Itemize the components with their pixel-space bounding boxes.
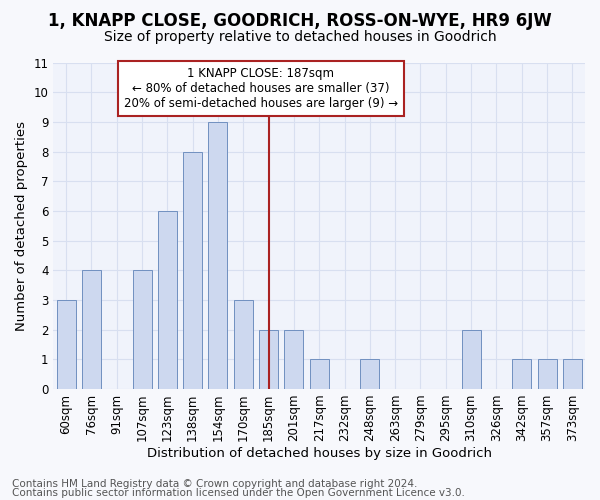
X-axis label: Distribution of detached houses by size in Goodrich: Distribution of detached houses by size … [147, 447, 492, 460]
Bar [259, 330, 278, 389]
Bar [563, 360, 582, 389]
Bar [361, 360, 379, 389]
Bar [512, 360, 531, 389]
Bar [133, 270, 152, 389]
Bar [461, 330, 481, 389]
Bar [310, 360, 329, 389]
Bar [56, 300, 76, 389]
Bar [183, 152, 202, 389]
Bar [284, 330, 304, 389]
Text: Size of property relative to detached houses in Goodrich: Size of property relative to detached ho… [104, 30, 496, 44]
Text: 1, KNAPP CLOSE, GOODRICH, ROSS-ON-WYE, HR9 6JW: 1, KNAPP CLOSE, GOODRICH, ROSS-ON-WYE, H… [48, 12, 552, 30]
Bar [208, 122, 227, 389]
Bar [82, 270, 101, 389]
Bar [234, 300, 253, 389]
Text: Contains public sector information licensed under the Open Government Licence v3: Contains public sector information licen… [12, 488, 465, 498]
Bar [538, 360, 557, 389]
Text: Contains HM Land Registry data © Crown copyright and database right 2024.: Contains HM Land Registry data © Crown c… [12, 479, 418, 489]
Y-axis label: Number of detached properties: Number of detached properties [15, 120, 28, 330]
Bar [158, 211, 177, 389]
Text: 1 KNAPP CLOSE: 187sqm
← 80% of detached houses are smaller (37)
20% of semi-deta: 1 KNAPP CLOSE: 187sqm ← 80% of detached … [124, 67, 398, 110]
